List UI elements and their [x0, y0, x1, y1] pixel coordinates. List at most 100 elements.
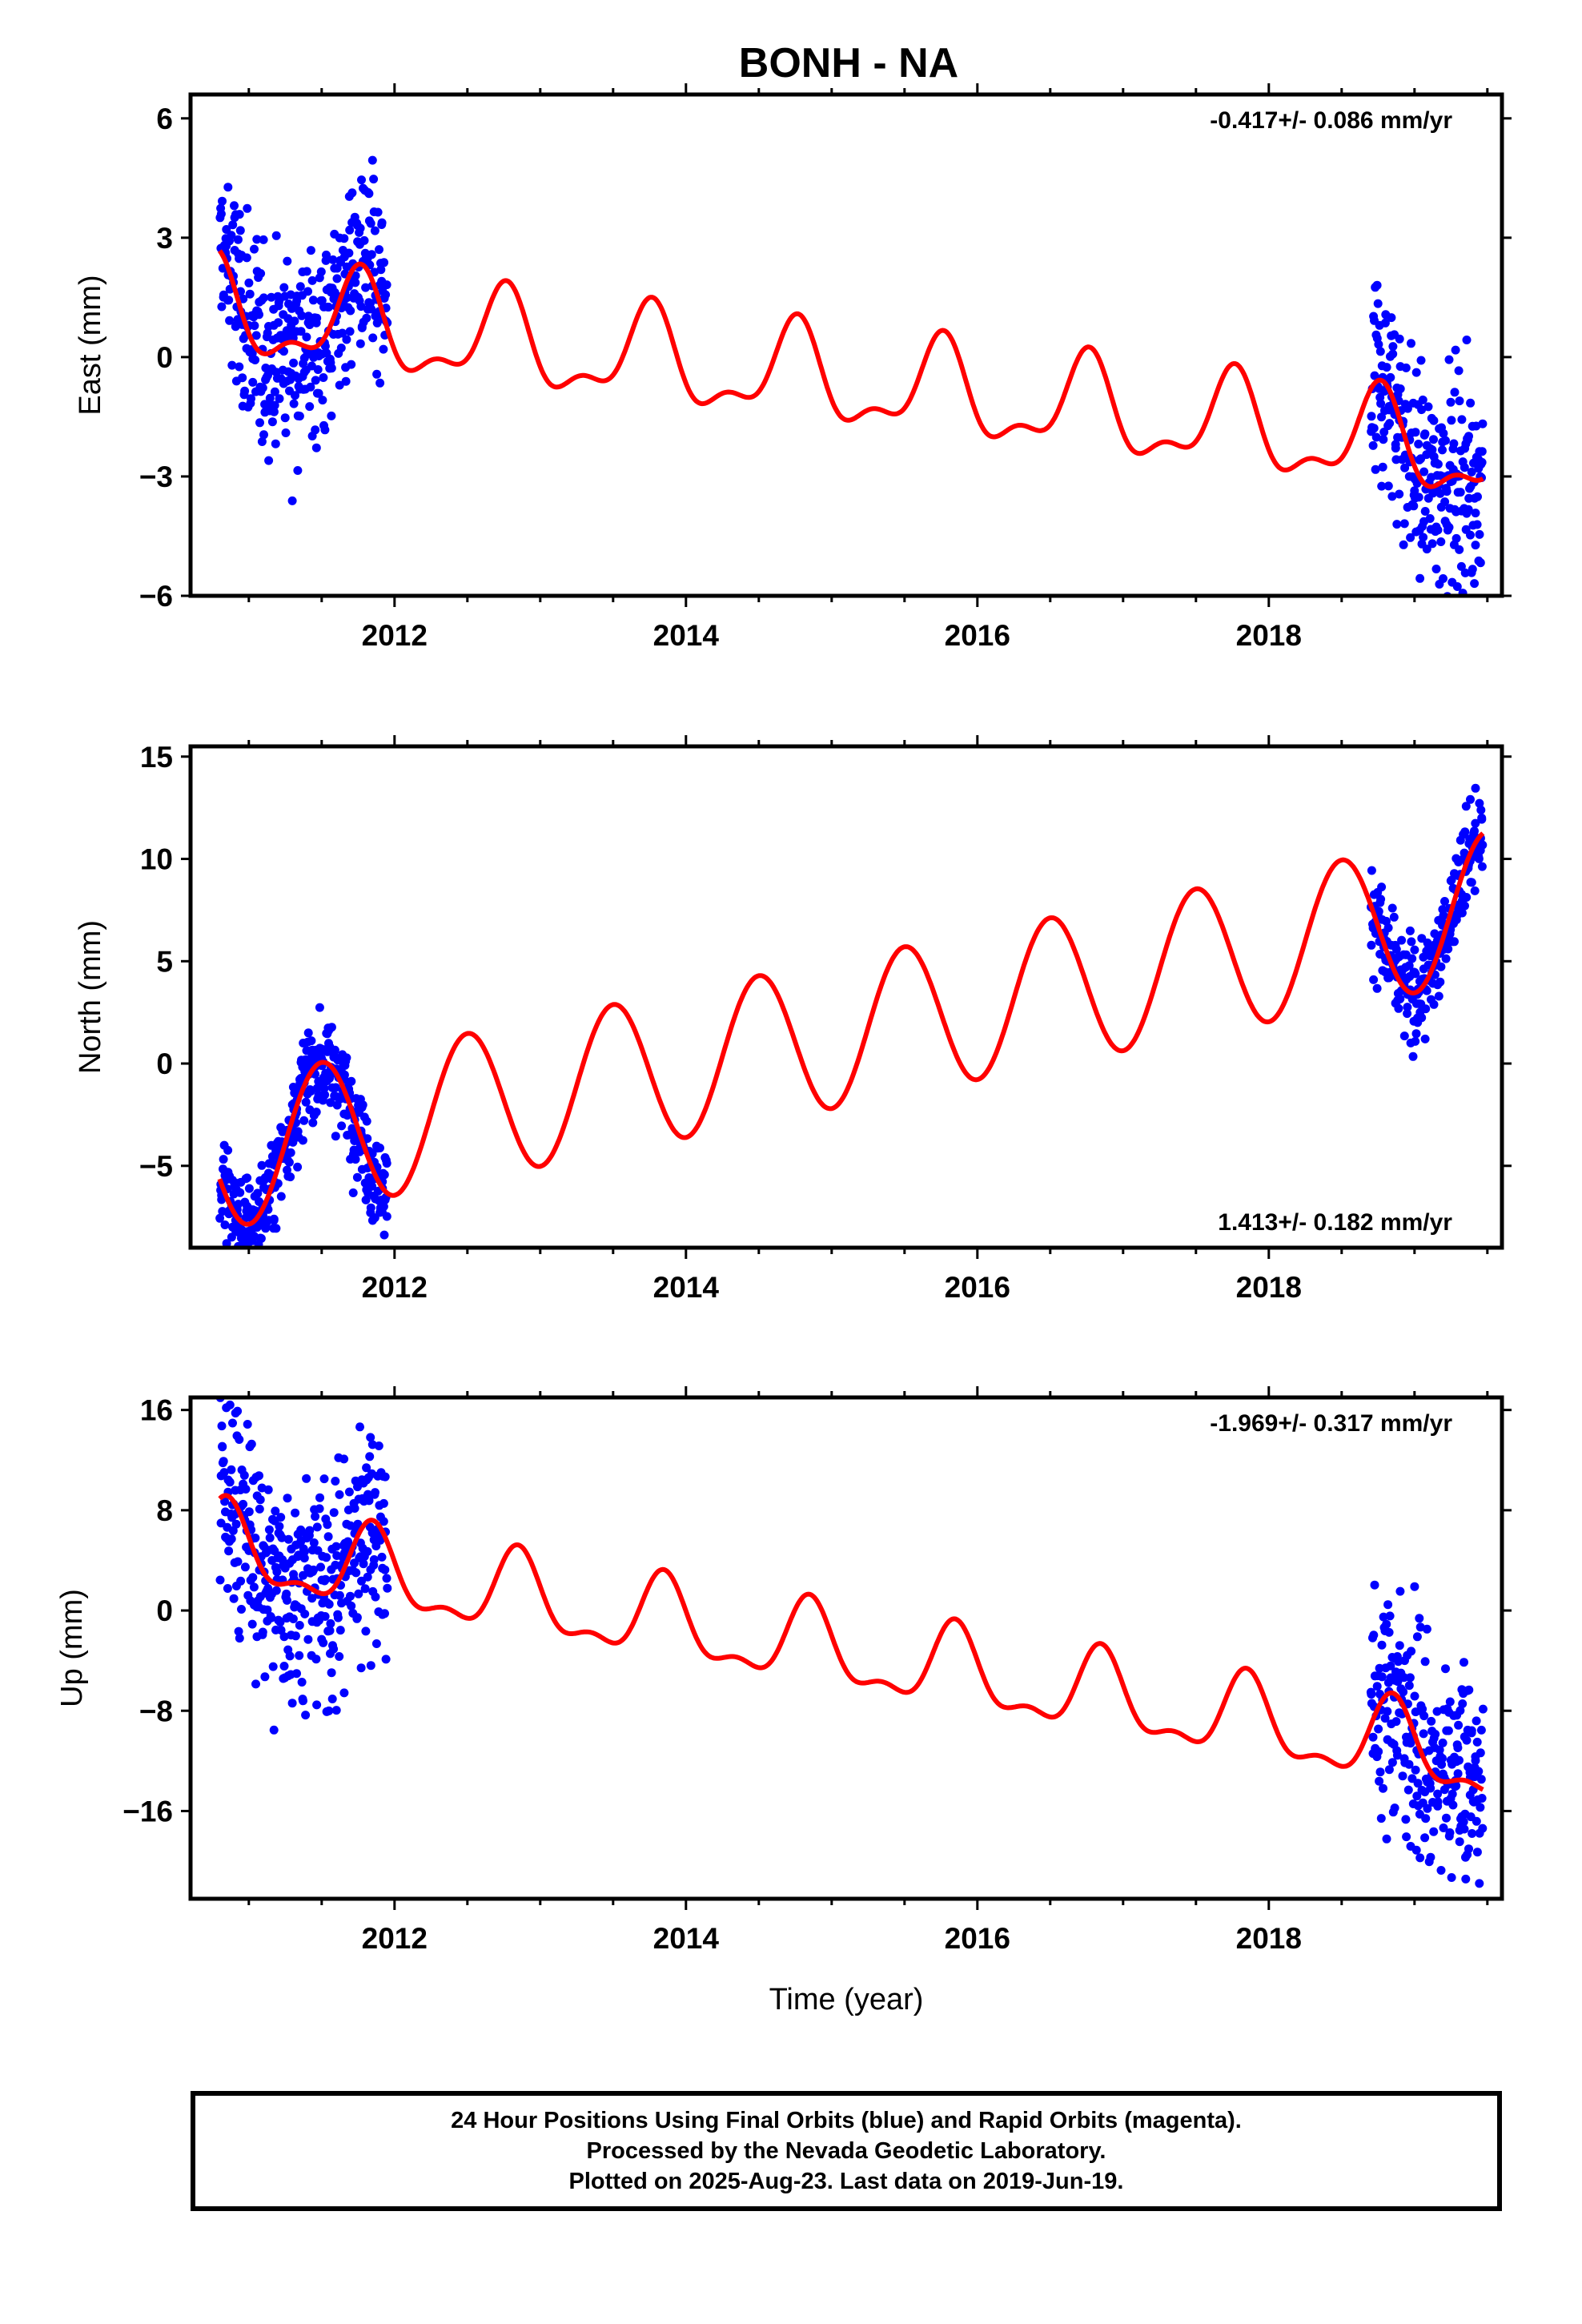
- data-point: [1421, 1004, 1431, 1014]
- north-y-axis-label: North (mm): [74, 920, 107, 1074]
- data-point: [364, 1496, 374, 1506]
- data-point: [316, 267, 326, 276]
- data-point: [369, 175, 379, 184]
- data-point: [1430, 929, 1439, 939]
- data-point: [1471, 1756, 1480, 1765]
- data-point: [1388, 349, 1398, 359]
- data-point: [1478, 1823, 1488, 1833]
- data-point: [380, 1609, 389, 1618]
- data-point: [1388, 342, 1398, 352]
- data-point: [225, 1400, 235, 1409]
- data-point: [1419, 533, 1428, 542]
- data-point: [302, 267, 311, 276]
- data-point: [1382, 363, 1391, 372]
- data-point: [272, 1567, 282, 1577]
- data-point: [375, 378, 385, 388]
- data-point: [1391, 944, 1401, 954]
- data-point: [1429, 1827, 1439, 1836]
- data-point: [1367, 412, 1376, 421]
- data-point: [1467, 1726, 1476, 1735]
- data-point: [366, 1433, 375, 1442]
- data-point: [367, 250, 376, 259]
- data-point: [258, 1627, 267, 1637]
- data-point: [264, 1525, 274, 1534]
- data-point: [323, 1520, 332, 1530]
- data-point: [1440, 897, 1449, 906]
- data-point: [371, 1639, 381, 1648]
- data-point: [236, 1576, 246, 1586]
- data-point: [220, 1220, 230, 1229]
- data-point: [313, 365, 323, 374]
- data-point: [244, 1507, 254, 1517]
- data-point: [1387, 313, 1396, 323]
- data-point: [279, 283, 289, 292]
- data-point: [366, 1661, 375, 1671]
- data-point: [299, 1570, 307, 1580]
- data-point: [1453, 1769, 1463, 1779]
- data-point: [243, 203, 252, 213]
- data-point: [218, 196, 227, 206]
- north-data-points: [215, 783, 1488, 1277]
- data-point: [347, 360, 356, 369]
- x-tick-label: 2016: [945, 1922, 1010, 1955]
- data-point: [1460, 901, 1469, 911]
- x-tick-label: 2018: [1236, 619, 1302, 652]
- data-point: [322, 250, 331, 259]
- data-point: [1374, 1724, 1383, 1734]
- data-point: [1377, 481, 1387, 491]
- data-point: [1443, 1726, 1453, 1735]
- data-point: [1410, 486, 1419, 496]
- data-point: [373, 207, 383, 217]
- data-point: [1406, 1739, 1415, 1748]
- y-tick-label: 0: [156, 1594, 173, 1627]
- data-point: [1429, 999, 1439, 1009]
- data-point: [305, 402, 315, 412]
- data-point: [225, 316, 235, 325]
- data-point: [299, 1554, 309, 1563]
- data-point: [1420, 507, 1430, 516]
- x-tick-label: 2018: [1236, 1271, 1302, 1304]
- data-point: [222, 1239, 231, 1248]
- data-point: [1475, 798, 1484, 808]
- data-point: [219, 1155, 228, 1164]
- data-point: [1377, 1672, 1387, 1682]
- data-point: [283, 1534, 293, 1544]
- data-point: [1417, 1013, 1427, 1023]
- y-tick-label: −3: [139, 460, 173, 493]
- data-point: [375, 245, 383, 255]
- data-point: [1369, 424, 1379, 433]
- east-rate-label: -0.417+/- 0.086 mm/yr: [1210, 107, 1452, 134]
- data-point: [228, 220, 238, 230]
- data-point: [1478, 1704, 1488, 1714]
- data-point: [331, 1560, 340, 1570]
- data-point: [1477, 862, 1487, 871]
- data-point: [371, 1488, 379, 1498]
- data-point: [315, 1493, 324, 1502]
- data-point: [1404, 1681, 1414, 1691]
- data-point: [1378, 462, 1387, 472]
- data-point: [1380, 318, 1390, 328]
- data-point: [367, 1149, 377, 1159]
- data-point: [1466, 398, 1476, 408]
- data-point: [1395, 384, 1405, 393]
- data-point: [280, 413, 290, 423]
- data-point: [371, 1592, 380, 1602]
- data-point: [1370, 371, 1379, 380]
- data-point: [231, 1268, 239, 1277]
- data-point: [279, 1662, 289, 1671]
- data-point: [1394, 1003, 1403, 1013]
- data-point: [381, 1655, 391, 1664]
- data-point: [1392, 1751, 1402, 1760]
- data-point: [260, 1672, 270, 1682]
- data-point: [1477, 1794, 1487, 1803]
- data-point: [253, 1188, 263, 1198]
- data-point: [377, 218, 387, 227]
- data-point: [1464, 505, 1473, 514]
- data-point: [351, 1568, 361, 1578]
- data-point: [309, 1538, 319, 1547]
- data-point: [355, 1422, 364, 1432]
- data-point: [227, 360, 237, 370]
- data-point: [1412, 1632, 1422, 1642]
- data-point: [1454, 366, 1464, 376]
- data-point: [1476, 806, 1486, 814]
